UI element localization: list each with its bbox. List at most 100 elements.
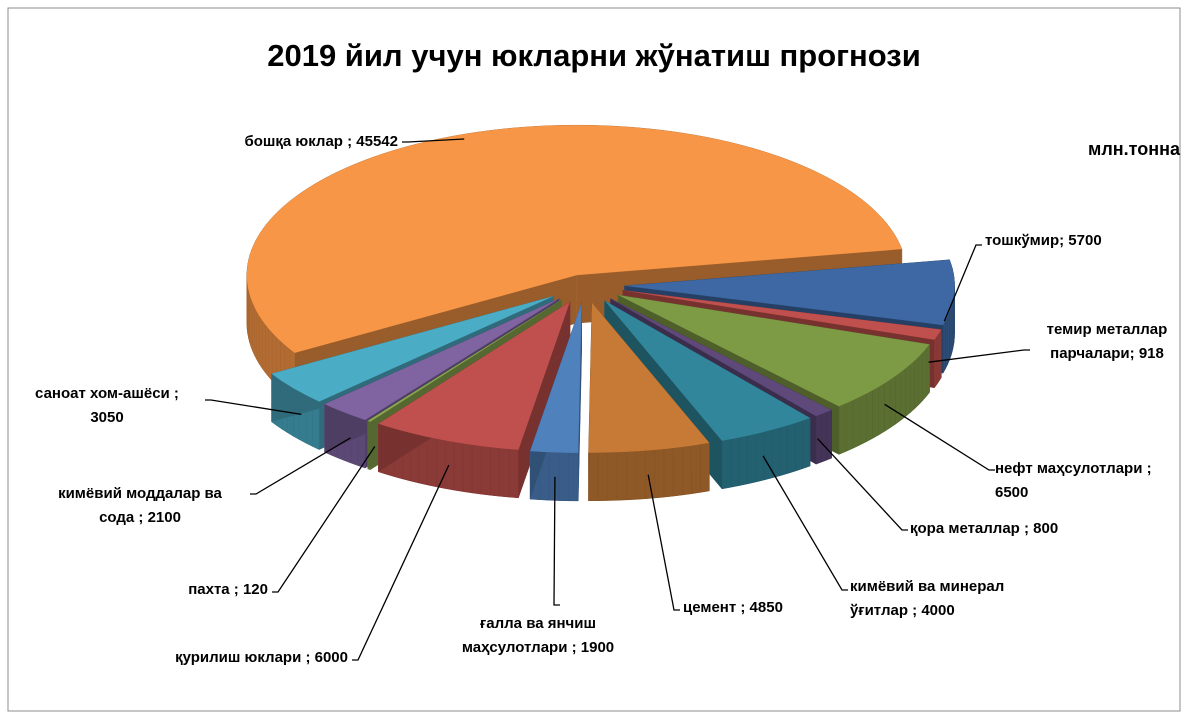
slice-wall xyxy=(691,444,701,495)
chart-title: 2019 йил учун юкларни жўнатиш прогнози xyxy=(267,38,921,73)
slice-wall xyxy=(259,315,263,370)
slice-wall xyxy=(490,446,500,497)
data-label: қора металлар ; 800 xyxy=(910,520,1058,537)
slice-wall xyxy=(700,442,710,493)
slice xyxy=(610,298,832,417)
leader-line xyxy=(943,244,982,322)
slice-wall xyxy=(672,446,683,497)
slice-wall xyxy=(499,447,510,498)
data-label: кимёвий ва минерал ўғитлар ; 4000 xyxy=(850,578,1004,619)
slice-wall xyxy=(645,449,655,500)
slice xyxy=(622,290,942,340)
leader-line xyxy=(272,446,376,593)
slice-wall xyxy=(905,364,911,418)
slice-wall xyxy=(922,347,927,402)
leader-line xyxy=(884,403,995,471)
slice-wall xyxy=(663,447,674,498)
slice-wall xyxy=(427,436,437,488)
slice-wall xyxy=(821,411,827,463)
slice xyxy=(624,259,955,326)
leader-line xyxy=(817,438,908,531)
data-label: пахта ; 120 xyxy=(188,581,268,598)
slice-wall xyxy=(872,386,879,439)
slice-wall xyxy=(471,444,482,495)
leader-line xyxy=(928,349,1030,363)
unit-label: млн.тонна xyxy=(1088,139,1181,159)
slice-wall xyxy=(859,393,867,446)
slice xyxy=(530,302,582,453)
slice-wall xyxy=(945,316,948,369)
slice-wall xyxy=(444,440,455,491)
slice-wall xyxy=(947,312,950,365)
slice-wall xyxy=(252,303,255,356)
slice-wall xyxy=(254,307,258,360)
slice xyxy=(367,299,562,422)
slice-wall xyxy=(462,443,473,494)
slice xyxy=(588,302,710,453)
data-label: тошкўмир; 5700 xyxy=(985,232,1102,249)
slice-wall xyxy=(626,451,637,501)
data-label: ғалла ва янчиш маҳсулотлари ; 1900 xyxy=(462,615,614,656)
slice xyxy=(604,300,811,441)
leader-line xyxy=(647,474,680,611)
slice-wall xyxy=(730,437,740,488)
slice xyxy=(271,296,554,402)
data-label: цемент ; 4850 xyxy=(683,599,783,616)
slice-wall xyxy=(852,396,861,449)
slice-wall xyxy=(934,335,938,389)
slice-wall xyxy=(265,323,270,378)
slice-wall xyxy=(925,343,930,398)
slice-wall xyxy=(779,425,788,477)
data-label: саноат хом-ашёси ; 3050 xyxy=(35,385,179,426)
slice-wall xyxy=(802,417,811,469)
slice-wall xyxy=(607,452,618,501)
data-label: темир металлар парчалари; 918 xyxy=(1047,321,1168,362)
leader-line xyxy=(553,476,560,606)
slice-wall xyxy=(938,328,942,382)
slice-wall xyxy=(895,371,901,425)
slice-wall xyxy=(568,452,579,502)
slice-wall xyxy=(889,375,896,429)
data-label: кимёвий моддалар ва сода ; 2100 xyxy=(58,485,222,526)
slice-wall xyxy=(747,433,757,485)
slice-wall xyxy=(616,451,627,501)
slice-wall xyxy=(909,360,915,414)
slice-wall xyxy=(755,431,765,483)
slice-wall xyxy=(654,448,665,499)
slice-wall xyxy=(763,429,773,481)
slice-wall xyxy=(268,328,273,382)
slice xyxy=(378,301,571,450)
slice-wall xyxy=(838,402,847,455)
slice xyxy=(324,298,560,420)
slice-wall xyxy=(682,445,692,496)
slice-wall xyxy=(771,427,781,479)
slice-wall xyxy=(942,319,946,375)
leader-line xyxy=(762,455,848,591)
slice-wall xyxy=(787,422,796,474)
slice-wall xyxy=(588,452,599,501)
leader-line xyxy=(205,399,302,415)
slice xyxy=(246,125,902,353)
slice-wall xyxy=(845,399,854,452)
slice-wall xyxy=(878,382,885,436)
slice-wall xyxy=(256,310,260,366)
data-label: нефт маҳсулотлари ; 6500 xyxy=(995,460,1152,501)
slice xyxy=(617,294,930,407)
slice-wall xyxy=(549,451,560,501)
slice-wall xyxy=(738,435,748,486)
slice-wall xyxy=(480,445,491,496)
leader-line xyxy=(402,138,465,143)
slice-wall xyxy=(918,352,923,406)
slice-wall xyxy=(262,319,266,374)
slice-wall xyxy=(635,450,646,500)
slice-wall xyxy=(436,438,446,489)
slice-wall xyxy=(795,420,803,472)
slice-wall xyxy=(250,298,253,352)
data-label: қурилиш юклари ; 6000 xyxy=(175,649,348,666)
slice-wall xyxy=(597,452,608,501)
slice-wall xyxy=(866,389,873,443)
slice-wall xyxy=(721,438,731,490)
leader-line xyxy=(352,464,450,661)
leader-line xyxy=(250,437,351,495)
